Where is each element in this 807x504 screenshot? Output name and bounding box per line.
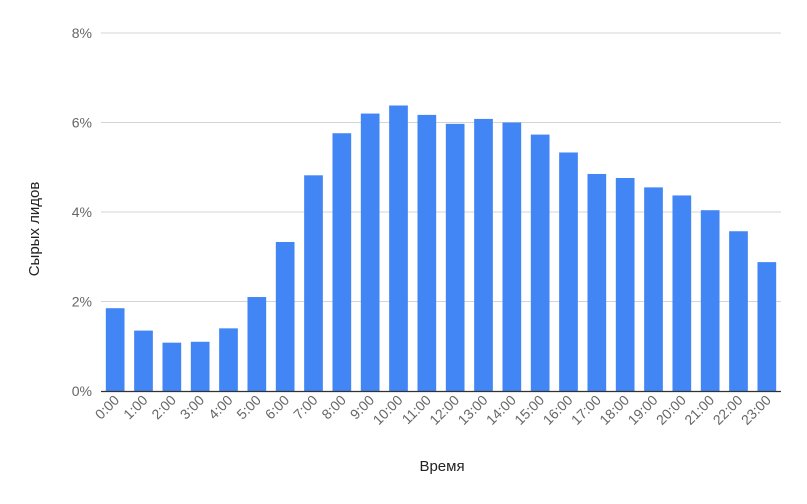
bar-20-00[interactable] bbox=[672, 195, 692, 391]
bar-17-00[interactable] bbox=[587, 173, 607, 391]
x-tick-label: 11:00 bbox=[399, 392, 435, 428]
bar-4-00[interactable] bbox=[219, 328, 238, 391]
x-tick-label: 6:00 bbox=[262, 392, 293, 423]
bar-23-00[interactable] bbox=[757, 262, 777, 391]
x-tick-label: 17:00 bbox=[568, 392, 604, 428]
x-tick-label: 21:00 bbox=[681, 392, 717, 428]
x-tick-label: 3:00 bbox=[177, 392, 208, 423]
bar-2-00[interactable] bbox=[162, 342, 182, 391]
bar-0-00[interactable] bbox=[105, 308, 125, 391]
bar-10-00[interactable] bbox=[389, 105, 408, 392]
bar-13-00[interactable] bbox=[474, 118, 493, 392]
x-axis-tick-labels: 0:001:002:003:004:005:006:007:008:009:00… bbox=[92, 392, 774, 428]
y-tick-label: 0% bbox=[72, 383, 92, 399]
bar-1-00[interactable] bbox=[134, 330, 153, 391]
x-tick-label: 16:00 bbox=[540, 392, 576, 428]
y-axis-title: Сырых лидов bbox=[26, 182, 43, 277]
x-tick-label: 22:00 bbox=[710, 392, 746, 428]
bar-12-00[interactable] bbox=[445, 123, 465, 391]
x-tick-label: 1:00 bbox=[120, 392, 151, 423]
x-tick-label: 5:00 bbox=[233, 392, 264, 423]
y-tick-label: 4% bbox=[72, 204, 92, 220]
x-tick-label: 12:00 bbox=[426, 392, 462, 428]
bar-8-00[interactable] bbox=[332, 133, 352, 392]
bar-16-00[interactable] bbox=[559, 152, 578, 391]
x-tick-label: 19:00 bbox=[625, 392, 661, 428]
x-tick-label: 4:00 bbox=[205, 392, 236, 423]
x-tick-label: 2:00 bbox=[148, 392, 179, 423]
bar-5-00[interactable] bbox=[247, 297, 267, 391]
x-tick-label: 15:00 bbox=[511, 392, 547, 428]
y-tick-label: 2% bbox=[72, 294, 92, 310]
bar-3-00[interactable] bbox=[190, 341, 210, 391]
x-tick-label: 20:00 bbox=[653, 392, 689, 428]
y-axis-tick-labels: 0% 2% 4% 6% 8% bbox=[72, 25, 92, 399]
y-tick-label: 6% bbox=[72, 115, 92, 131]
bar-11-00[interactable] bbox=[417, 114, 437, 391]
bar-15-00[interactable] bbox=[530, 134, 550, 391]
x-tick-label: 14:00 bbox=[483, 392, 519, 428]
y-tick-label: 8% bbox=[72, 25, 92, 41]
bar-9-00[interactable] bbox=[360, 113, 380, 392]
x-tick-label: 23:00 bbox=[738, 392, 774, 428]
bar-6-00[interactable] bbox=[275, 241, 295, 391]
x-tick-label: 10:00 bbox=[370, 392, 406, 428]
x-tick-label: 0:00 bbox=[92, 392, 123, 423]
bar-21-00[interactable] bbox=[700, 210, 720, 391]
bar-22-00[interactable] bbox=[729, 231, 748, 391]
bars bbox=[105, 105, 777, 392]
x-axis-title: Время bbox=[419, 458, 464, 475]
bar-7-00[interactable] bbox=[304, 175, 323, 391]
x-tick-label: 7:00 bbox=[290, 392, 321, 423]
x-tick-label: 8:00 bbox=[318, 392, 349, 423]
gridlines bbox=[101, 32, 781, 302]
bar-14-00[interactable] bbox=[502, 122, 522, 392]
bar-18-00[interactable] bbox=[615, 177, 635, 391]
x-tick-label: 18:00 bbox=[596, 392, 632, 428]
x-tick-label: 13:00 bbox=[455, 392, 491, 428]
bar-19-00[interactable] bbox=[644, 187, 663, 391]
